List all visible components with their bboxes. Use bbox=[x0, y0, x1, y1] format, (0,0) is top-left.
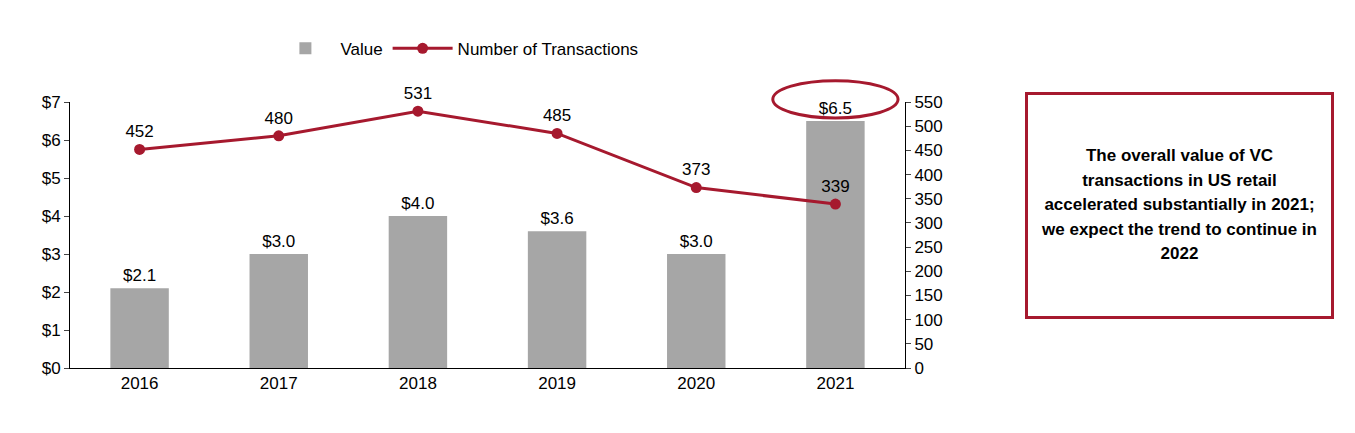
svg-text:$3: $3 bbox=[42, 245, 61, 264]
svg-text:550: 550 bbox=[914, 93, 942, 112]
svg-text:2017: 2017 bbox=[260, 374, 298, 393]
svg-text:531: 531 bbox=[404, 84, 432, 103]
svg-text:500: 500 bbox=[914, 117, 942, 136]
svg-text:2018: 2018 bbox=[399, 374, 437, 393]
svg-text:300: 300 bbox=[914, 214, 942, 233]
svg-text:2020: 2020 bbox=[677, 374, 715, 393]
svg-text:$2.1: $2.1 bbox=[123, 266, 156, 285]
svg-text:$4.0: $4.0 bbox=[401, 194, 434, 213]
svg-text:Value: Value bbox=[340, 40, 382, 59]
svg-text:$4: $4 bbox=[42, 207, 61, 226]
svg-text:350: 350 bbox=[914, 190, 942, 209]
svg-text:2021: 2021 bbox=[817, 374, 855, 393]
svg-text:$3.0: $3.0 bbox=[262, 232, 295, 251]
svg-text:$6: $6 bbox=[42, 131, 61, 150]
svg-text:480: 480 bbox=[265, 109, 293, 128]
svg-text:485: 485 bbox=[543, 106, 571, 125]
html-text:The overall value of VC transa: The overall value of VC transactions in … bbox=[1042, 145, 1317, 264]
svg-text:2019: 2019 bbox=[538, 374, 576, 393]
svg-text:2016: 2016 bbox=[121, 374, 159, 393]
svg-text:$1: $1 bbox=[42, 321, 61, 340]
svg-text:450: 450 bbox=[914, 141, 942, 160]
svg-text:400: 400 bbox=[914, 166, 942, 185]
svg-text:373: 373 bbox=[682, 160, 710, 179]
svg-text:$6.5: $6.5 bbox=[819, 99, 852, 118]
svg-text:150: 150 bbox=[914, 286, 942, 305]
svg-text:200: 200 bbox=[914, 262, 942, 281]
svg-text:$0: $0 bbox=[42, 359, 61, 378]
svg-text:$2: $2 bbox=[42, 283, 61, 302]
svg-text:50: 50 bbox=[914, 335, 933, 354]
svg-text:339: 339 bbox=[821, 177, 849, 196]
svg-text:0: 0 bbox=[914, 359, 923, 378]
svg-text:$7: $7 bbox=[42, 93, 61, 112]
svg-text:452: 452 bbox=[125, 122, 153, 141]
svg-text:$3.0: $3.0 bbox=[680, 232, 713, 251]
svg-text:$5: $5 bbox=[42, 169, 61, 188]
svg-text:100: 100 bbox=[914, 311, 942, 330]
svg-text:Number of Transactions: Number of Transactions bbox=[458, 40, 638, 59]
svg-text:$3.6: $3.6 bbox=[541, 209, 574, 228]
svg-text:250: 250 bbox=[914, 238, 942, 257]
